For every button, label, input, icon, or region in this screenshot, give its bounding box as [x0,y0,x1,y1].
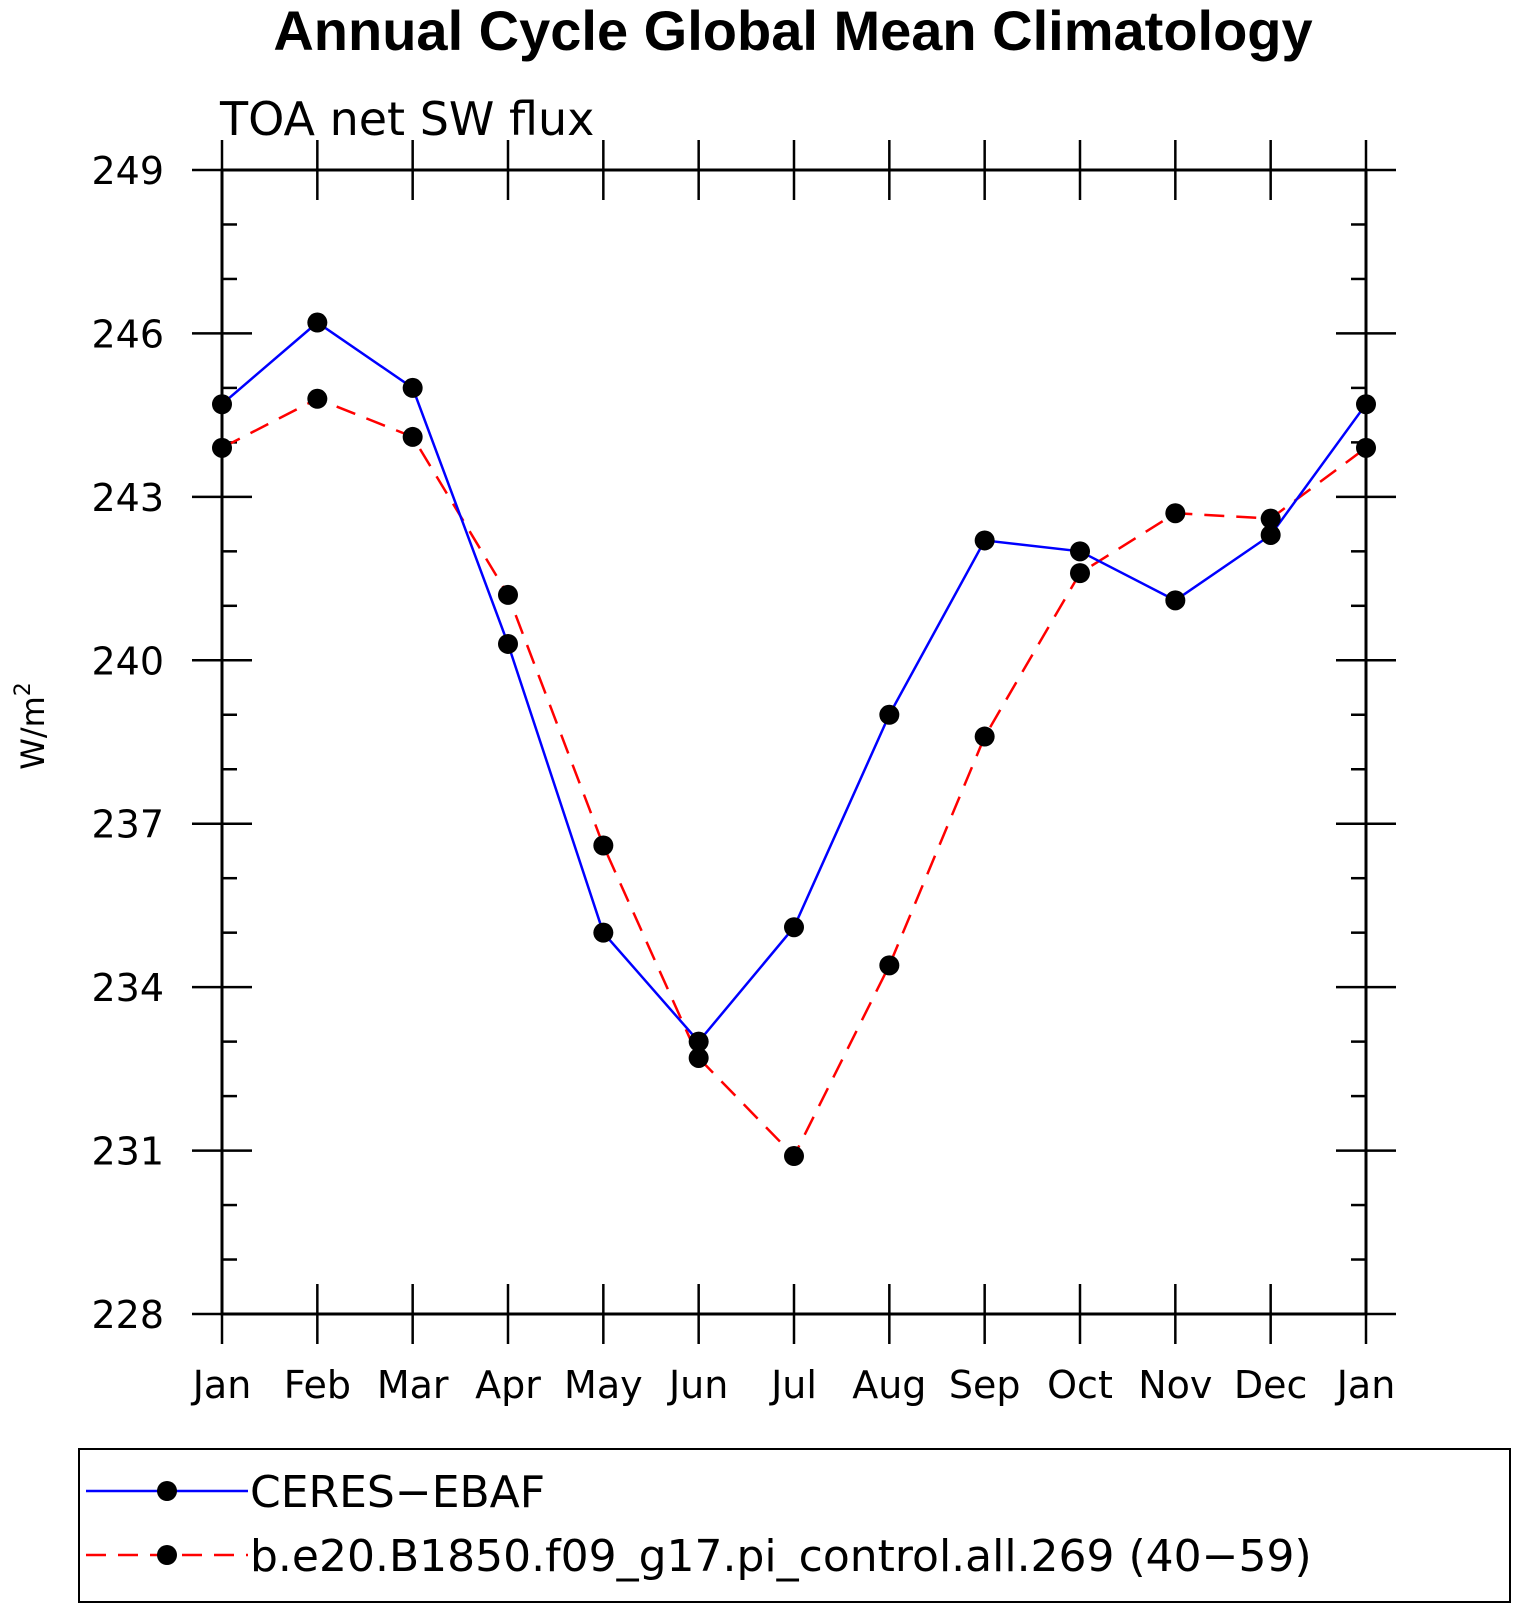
legend-label: b.e20.B1850.f09_g17.pi_control.all.269 (… [250,1531,1312,1582]
data-point [307,388,328,409]
x-tick-label: Sep [949,1363,1021,1407]
y-tick-label: 240 [91,639,164,683]
y-tick-label: 228 [91,1293,164,1337]
y-tick-label: 246 [91,312,164,356]
x-tick-label: May [564,1363,643,1407]
data-point [402,426,423,447]
y-tick-label: 234 [91,966,164,1010]
data-point [498,633,518,654]
y-tick-labels: 249 246 243 240 237 234 231 228 [91,149,164,1337]
data-point [879,704,900,725]
data-point [498,584,518,605]
data-point [974,726,995,747]
x-tick-label: Jan [1335,1363,1396,1407]
data-point [212,394,232,415]
data-point [1070,563,1090,584]
x-tick-label: Nov [1138,1363,1212,1407]
plot-frame [220,168,1368,1316]
series-layer [212,312,1376,1167]
y-tick-label: 237 [91,803,164,847]
x-tick-label: Jul [769,1363,817,1407]
legend-marker [157,1481,177,1501]
data-point [1356,394,1376,415]
data-point [688,1031,709,1052]
x-tick-label: Mar [377,1363,449,1407]
chart-subtitle: TOA net SW flux [219,92,594,146]
y-axis-label-superscript: 2 [11,682,36,696]
x-tick-label: Jan [191,1363,252,1407]
x-tick-label: Feb [284,1363,351,1407]
data-point [1165,503,1186,524]
data-point [784,1146,804,1167]
chart-title: Annual Cycle Global Mean Climatology [273,0,1312,62]
legend-label: CERES−EBAF [250,1467,545,1518]
data-point [1070,541,1090,562]
legend: CERES−EBAF b.e20.B1850.f09_g17.pi_control… [86,1467,1312,1582]
svg-text:W/m2: W/m2 [11,682,52,770]
axis-ticks [192,140,1396,1344]
data-point [593,922,614,943]
y-tick-label: 243 [91,476,164,520]
data-point [212,437,232,458]
data-point [1165,590,1186,611]
x-tick-label: Dec [1234,1363,1308,1407]
x-tick-labels: Jan Feb Mar Apr May Jun Jul Aug Sep Oct Nov Dec Jan [191,1363,1396,1407]
y-axis-label-text: W/m [14,696,52,770]
data-point [593,835,614,856]
data-point [879,955,900,976]
data-point [974,530,995,551]
x-tick-label: Oct [1047,1363,1113,1407]
data-point [307,312,328,333]
legend-marker [157,1545,177,1565]
data-point [1356,437,1376,458]
data-point [784,917,804,938]
data-point [1260,508,1281,529]
y-axis-label: W/m2 [11,682,52,770]
legend-box [78,1448,1511,1603]
x-tick-label: Apr [475,1363,541,1407]
data-point [402,377,423,398]
data-point [1260,524,1281,545]
data-point [688,1047,709,1068]
x-tick-label: Jun [667,1363,728,1407]
y-tick-label: 249 [91,149,164,193]
series-line [221,397,1367,1159]
y-tick-label: 231 [91,1130,164,1174]
x-tick-label: Aug [852,1363,926,1407]
